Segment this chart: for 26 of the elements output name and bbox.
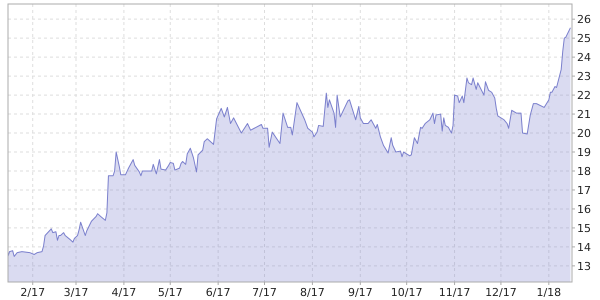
x-tick-label: 10/17: [390, 286, 423, 299]
x-tick-label: 8/17: [300, 286, 325, 299]
y-tick-label: 15: [577, 222, 591, 235]
x-tick-label: 11/17: [438, 286, 470, 299]
x-tick-label: 9/17: [348, 286, 373, 299]
y-tick-label: 14: [577, 240, 591, 254]
y-tick-label: 16: [577, 202, 591, 216]
y-tick-label: 13: [577, 260, 591, 273]
x-tick-label: 4/17: [112, 286, 136, 299]
y-tick-label: 18: [577, 164, 591, 178]
y-tick-label: 19: [577, 146, 591, 160]
y-tick-label: 25: [577, 32, 591, 46]
y-tick-label: 26: [577, 13, 591, 26]
x-tick-label: 6/17: [206, 286, 230, 299]
x-tick-label: 5/17: [158, 286, 183, 299]
y-tick-label: 22: [577, 89, 591, 102]
y-tick-label: 23: [577, 70, 591, 84]
x-tick-label: 12/17: [485, 286, 517, 299]
y-tick-label: 17: [577, 184, 591, 197]
x-tick-label: 2/17: [20, 286, 46, 299]
y-tick-label: 21: [577, 108, 591, 122]
y-tick-label: 24: [577, 51, 591, 64]
y-tick-label: 20: [577, 127, 591, 140]
x-tick-label: 3/17: [64, 286, 88, 299]
x-tick-label: 7/17: [252, 286, 277, 299]
x-tick-label: 1/18: [536, 286, 562, 299]
